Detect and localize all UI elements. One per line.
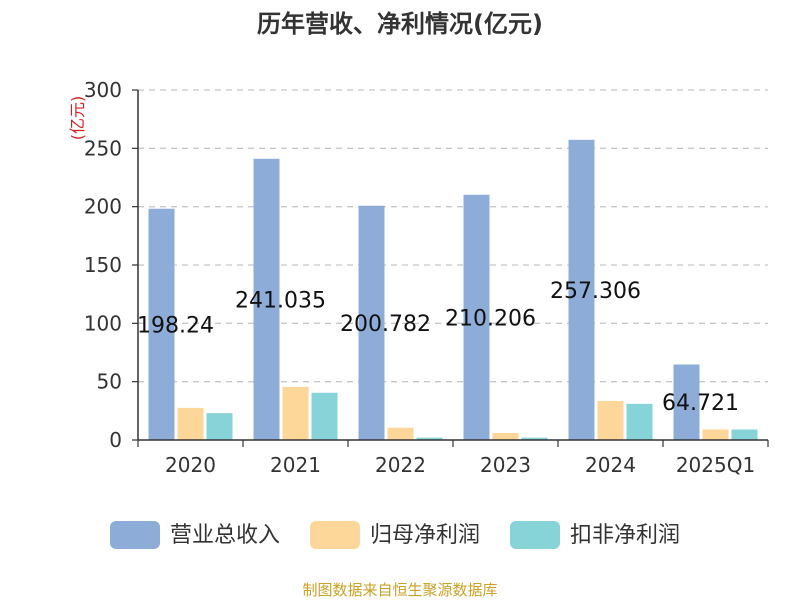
y-tick-label: 200 — [84, 195, 122, 219]
bar-revenue — [253, 158, 280, 441]
data-label: 200.782 — [340, 312, 431, 337]
bar-revenue — [148, 208, 175, 440]
bar-net-profit — [282, 386, 309, 440]
bar-net-profit — [177, 407, 204, 440]
bar-deducted-net-profit — [416, 437, 443, 440]
bar-revenue — [358, 205, 385, 440]
bars — [148, 139, 758, 441]
y-tick-label: 100 — [84, 311, 122, 335]
y-tick-label: 250 — [84, 136, 122, 160]
y-tick-label: 150 — [84, 253, 122, 277]
y-tick-label: 50 — [97, 370, 122, 394]
data-label: 241.035 — [235, 288, 326, 313]
legend-label: 归母净利润 — [370, 523, 480, 548]
bar-revenue — [568, 139, 595, 440]
legend: 营业总收入 归母净利润 扣非净利润 — [110, 521, 680, 549]
x-tick-label: 2020 — [165, 453, 216, 477]
legend-item[interactable]: 归母净利润 — [310, 521, 480, 549]
source-note: 制图数据来自恒生聚源数据库 — [302, 581, 497, 599]
bar-deducted-net-profit — [206, 413, 233, 440]
y-tick-label: 0 — [109, 428, 122, 452]
data-label: 198.24 — [137, 313, 214, 338]
data-label: 64.721 — [662, 391, 739, 416]
data-label: 210.206 — [445, 306, 536, 331]
x-tick-label: 2024 — [585, 453, 636, 477]
legend-swatch — [310, 521, 360, 549]
x-tick-label: 2022 — [375, 453, 426, 477]
y-tick-label: 300 — [84, 78, 122, 102]
bar-revenue — [463, 194, 490, 440]
legend-label: 营业总收入 — [170, 523, 280, 548]
y-axis-unit-label: (亿元) — [68, 96, 87, 141]
data-labels: 198.24 241.035 200.782 210.206 257.306 64.721 — [137, 279, 739, 416]
bar-net-profit — [597, 400, 624, 440]
bar-revenue — [673, 364, 700, 440]
chart-title: 历年营收、净利情况(亿元) — [257, 10, 543, 38]
data-label: 257.306 — [550, 279, 641, 304]
bar-net-profit — [702, 429, 729, 440]
legend-swatch — [110, 521, 160, 549]
x-tick-label: 2021 — [270, 453, 321, 477]
bar-deducted-net-profit — [626, 403, 653, 440]
axes: 0 50 100 150 200 250 300 2020 2021 2022 2023 2024 20… — [84, 78, 769, 477]
bar-deducted-net-profit — [731, 429, 758, 440]
bar-deducted-net-profit — [521, 437, 548, 440]
x-tick-label: 2023 — [480, 453, 531, 477]
legend-label: 扣非净利润 — [570, 523, 680, 548]
bar-net-profit — [387, 427, 414, 440]
legend-item[interactable]: 营业总收入 — [110, 521, 280, 549]
bar-net-profit — [492, 433, 519, 440]
legend-swatch — [510, 521, 560, 549]
bar-deducted-net-profit — [311, 392, 338, 440]
grid-lines — [138, 89, 768, 383]
x-tick-label: 2025Q1 — [676, 453, 755, 477]
legend-item[interactable]: 扣非净利润 — [510, 521, 680, 549]
